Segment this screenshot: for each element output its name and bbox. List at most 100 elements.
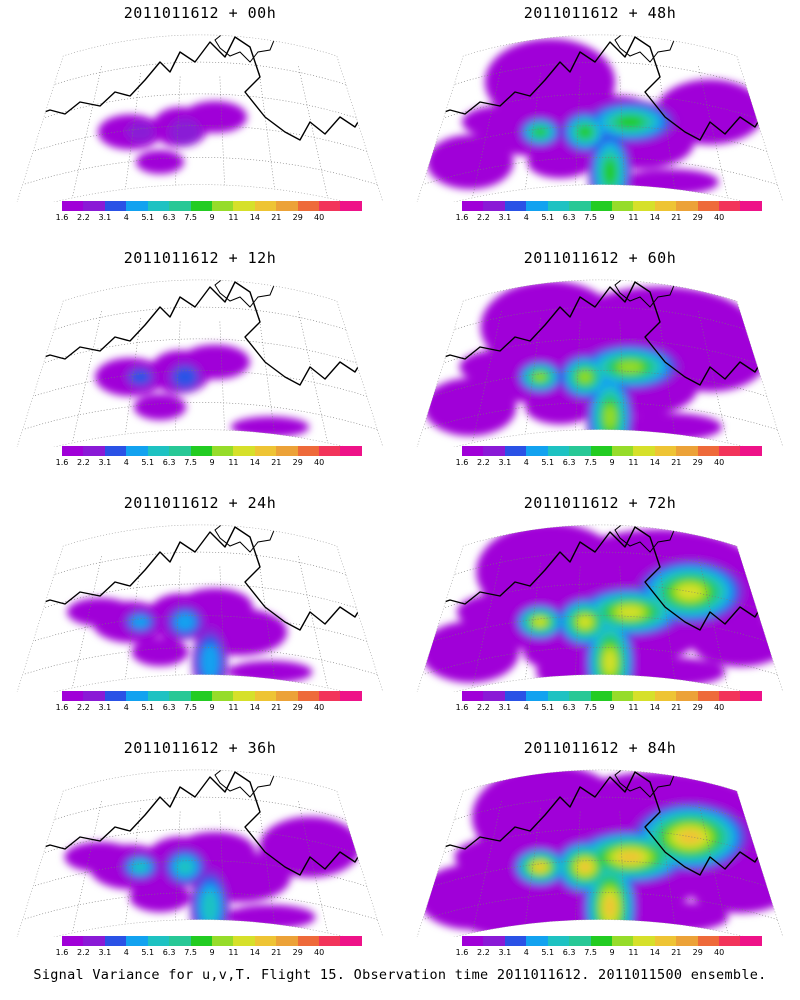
colorbar-tick-label: 6.3 [562, 948, 576, 957]
contour-fill [224, 904, 316, 930]
contour-fill [617, 361, 643, 373]
colorbar-swatch [297, 446, 320, 456]
colorbar-swatch [676, 446, 698, 456]
colorbar-swatch [190, 201, 212, 211]
signal-variance-field [22, 524, 378, 692]
graticule-line [298, 311, 335, 447]
colorbar-tick-label: 29 [292, 703, 303, 712]
colorbar-swatch [276, 936, 298, 946]
colorbar-tick-label: 14 [649, 458, 660, 467]
contour-fill [426, 134, 514, 190]
graticule-line [572, 566, 581, 692]
colorbar-labels: 1.6 2.2 3.1 4 5.1 6.3 7.5 9 11 14 21 29 40 [56, 213, 362, 225]
panel-title: 2011011612 + 36h [123, 739, 277, 757]
contour-fill [201, 644, 219, 680]
colorbar-swatch [611, 691, 634, 701]
colorbar-tick-label: 6.3 [562, 213, 576, 222]
colorbar-swatch [462, 201, 484, 211]
colorbar-tick-label: 7.5 [584, 703, 597, 712]
coastline-archipelago [614, 769, 676, 798]
graticule-line [118, 808, 141, 937]
colorbar-swatch [526, 446, 548, 456]
colorbar-tick-label: 2.2 [77, 703, 90, 712]
graticule-line [422, 157, 778, 185]
colorbar [62, 691, 362, 701]
graticule-line [118, 73, 141, 202]
graticule-line [54, 796, 346, 820]
graticule-line [65, 556, 102, 692]
colorbar-swatch [211, 446, 234, 456]
colorbar-swatch [719, 201, 741, 211]
colorbar-swatch [590, 201, 612, 211]
colorbar-tick-label: 3.1 [498, 458, 512, 467]
contour-fill [603, 159, 617, 185]
colorbar-swatch [211, 201, 234, 211]
map-projection [416, 34, 784, 202]
contour-fill [129, 881, 191, 913]
colorbar-tick-label: 29 [292, 948, 303, 957]
colorbar-swatch [462, 446, 484, 456]
colorbar-swatch [547, 936, 570, 946]
colorbar-tick-label: 1.6 [455, 703, 469, 712]
colorbar-tick-label: 29 [692, 703, 703, 712]
colorbar-tick-label: 14 [249, 213, 260, 222]
signal-variance-field [422, 34, 778, 202]
panel-title: 2011011612 + 84h [523, 739, 677, 757]
colorbar-tick-label: 21 [271, 213, 282, 222]
colorbar-tick-label: 6.3 [162, 213, 176, 222]
coastline [429, 526, 771, 631]
colorbar-swatch [319, 201, 341, 211]
colorbar-swatch [590, 936, 612, 946]
contour-fill [259, 816, 361, 878]
colorbar-tick-label: 2.2 [77, 458, 90, 467]
colorbar-tick-label: 1.6 [55, 213, 69, 222]
colorbar-swatch [526, 201, 548, 211]
colorbar-tick-label: 7.5 [184, 703, 197, 712]
colorbar-tick-label: 9 [609, 703, 615, 712]
contour-fill [690, 617, 787, 667]
colorbar-tick-label: 7.5 [584, 948, 597, 957]
colorbar-tick-label: 14 [649, 703, 660, 712]
colorbar-swatch [169, 446, 191, 456]
contour-fill [129, 369, 151, 385]
panel-title: 2011011612 + 00h [123, 4, 277, 22]
signal-variance-field [22, 279, 378, 447]
colorbar-tick-label: 4 [523, 948, 529, 957]
colorbar-swatch [276, 446, 298, 456]
colorbar-swatch [233, 936, 255, 946]
colorbar-tick-label: 4 [123, 458, 129, 467]
colorbar-tick-label: 1.6 [55, 703, 69, 712]
graticule-line [698, 556, 735, 692]
panel-title: 2011011612 + 60h [523, 249, 677, 267]
colorbar-tick-label: 5.1 [541, 213, 555, 222]
colorbar-swatch [254, 201, 277, 211]
colorbar-tick-label: 21 [271, 948, 282, 957]
colorbar-tick-label: 3.1 [98, 458, 112, 467]
colorbar-swatch [340, 691, 362, 701]
contour-fill [183, 101, 247, 133]
colorbar-swatch [211, 936, 234, 946]
coastline-archipelago [614, 34, 676, 63]
colorbar-tick-label: 5.1 [541, 703, 555, 712]
graticule-line [422, 402, 778, 430]
colorbar [462, 936, 762, 946]
colorbar-tick-label: 9 [209, 948, 215, 957]
contour-fill [578, 371, 592, 383]
graticule-line [619, 321, 628, 447]
panel-title: 2011011612 + 48h [523, 4, 677, 22]
colorbar-tick-label: 14 [249, 703, 260, 712]
contour-fill [604, 405, 616, 429]
graticule-line [172, 76, 181, 202]
figure-caption: Signal Variance for u,v,T. Flight 15. Ob… [33, 967, 767, 983]
graticule-line [22, 402, 378, 430]
map-projection [16, 524, 384, 692]
colorbar-tick-label: 14 [649, 948, 660, 957]
coastline-archipelago [614, 524, 676, 553]
colorbar-labels: 1.6 2.2 3.1 4 5.1 6.3 7.5 9 11 14 21 29 40 [56, 458, 362, 470]
colorbar-swatch [569, 691, 591, 701]
colorbar-swatch [483, 201, 505, 211]
contour-fill [230, 416, 310, 438]
colorbar-swatch [297, 201, 320, 211]
colorbar-tick-label: 9 [209, 213, 215, 222]
panel-title: 2011011612 + 24h [123, 494, 277, 512]
